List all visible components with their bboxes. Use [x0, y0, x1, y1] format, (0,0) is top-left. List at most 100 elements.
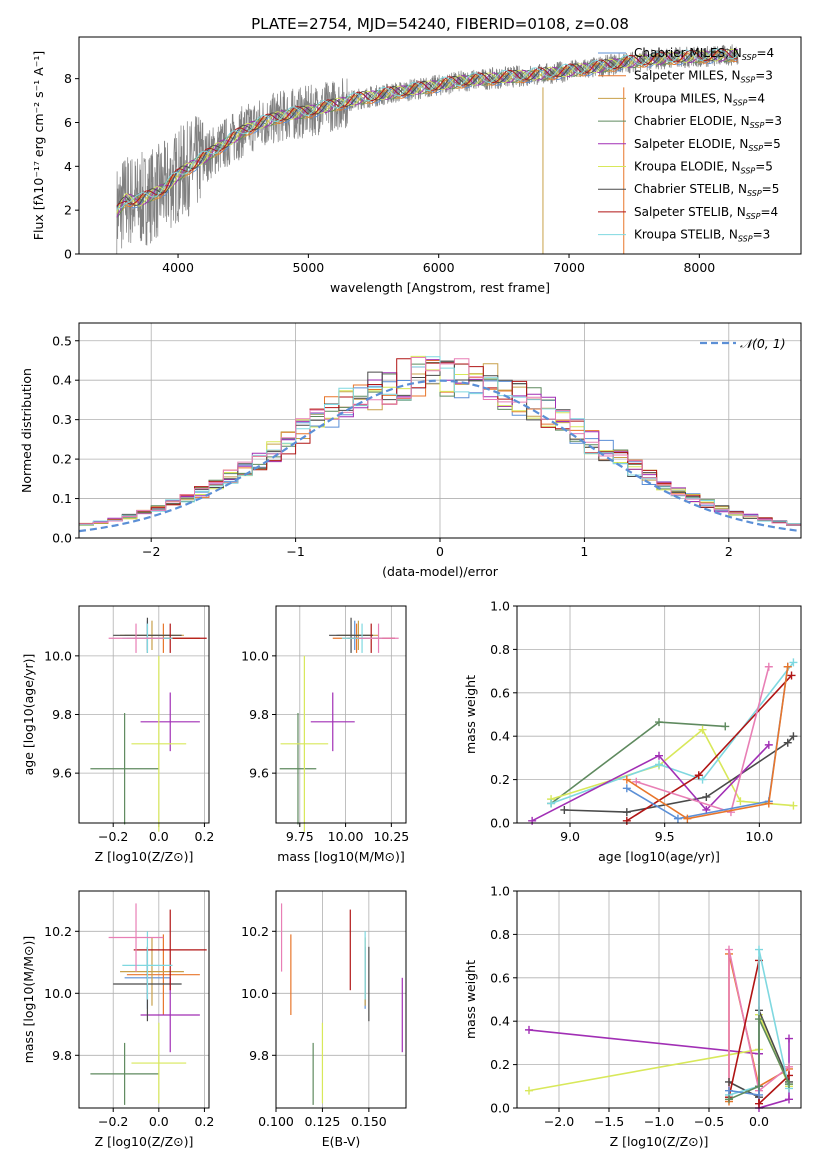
spectrum-model-trace	[116, 48, 738, 218]
tick-label-y: 0.5	[52, 333, 72, 348]
tick-label-y: 10.0	[241, 648, 269, 663]
mass-weight-marker	[785, 1095, 793, 1104]
figure-title: PLATE=2754, MJD=54240, FIBERID=0108, z=0…	[251, 15, 629, 33]
mass-weight-marker	[726, 808, 735, 817]
spectrum-model-trace	[116, 48, 738, 207]
mass-weight-marker	[789, 732, 798, 741]
tick-label-x: −0.2	[98, 829, 128, 844]
mass-weight-marker	[755, 1082, 763, 1091]
mass-vs-EBV-panel: 0.100 0.125 0.150 9.8 10.0 10.2 E(B-V)	[241, 890, 407, 1149]
mass-weight-marker	[622, 775, 631, 784]
mass-weight-marker	[560, 805, 569, 814]
mass-weight-marker	[725, 1086, 733, 1095]
tick-label-y: 9.8	[52, 707, 72, 722]
mass-weight-line	[531, 744, 770, 822]
x-axis-label: Z [log10(Z/Z⊙)]	[95, 1134, 194, 1149]
tick-label-y: 0.2	[52, 452, 72, 467]
mass-weight-line	[626, 666, 789, 820]
mass-weight-marker	[789, 658, 798, 667]
mass-weight-marker	[632, 777, 641, 786]
tick-label-x: 10.25	[373, 829, 409, 844]
tick-label-y: 0.2	[490, 772, 510, 787]
mass-weight-marker	[755, 1090, 763, 1099]
tick-label-x: −2.0	[544, 1114, 574, 1129]
tick-label-y: 9.8	[249, 707, 269, 722]
legend-entry: Kroupa MILES, NSSP=4	[634, 91, 765, 107]
legend-entry: Chabrier ELODIE, NSSP=3	[634, 114, 782, 130]
tick-label-y: 9.6	[249, 766, 269, 781]
mass-weight-marker	[785, 1062, 793, 1071]
legend-entry: Chabrier MILES, NSSP=4	[634, 46, 774, 62]
legend-entry: Salpeter ELODIE, NSSP=5	[634, 137, 781, 153]
tick-label-y: 9.6	[52, 766, 72, 781]
mass-weight-marker	[655, 718, 663, 727]
tick-label-y: 10.2	[241, 924, 269, 939]
mass-weight-marker	[673, 814, 682, 823]
tick-label-x: −0.5	[694, 1114, 724, 1129]
mass-weight-line	[550, 661, 795, 805]
tick-label-x: −1.5	[594, 1114, 624, 1129]
x-axis-label: age [log10(age/yr)]	[598, 849, 720, 864]
mass-weight-line	[728, 1018, 790, 1101]
mass-weight-vs-age-frame	[516, 605, 802, 824]
tick-label-x: 7000	[553, 260, 585, 275]
mass-weight-marker	[725, 945, 733, 954]
tick-label-x: −1	[286, 544, 304, 559]
tick-label-y: 10.0	[44, 986, 72, 1001]
spectrum-model-trace	[116, 51, 738, 210]
mass-weight-marker	[783, 662, 792, 671]
mass-weight-marker	[525, 1025, 533, 1034]
spectrum-panel: 4000 5000 6000 7000 8000 0 2 4 6 8 wavelength [Ang…	[31, 36, 802, 295]
mass-weight-vs-Z-frame	[516, 890, 802, 1109]
residuals-frame	[78, 322, 802, 539]
mass-weight-marker	[622, 808, 631, 817]
tick-label-y: 0	[64, 247, 72, 262]
tick-label-x: 0.125	[305, 1114, 341, 1129]
tick-label-y: 10.0	[241, 986, 269, 1001]
age-vs-mass-frame	[275, 605, 407, 824]
mass-weight-vs-Z-panel: −2.0 −1.5 −1.0 −0.5 0.0 0.0 0.2 0.4 0.6 0.8 1.0 Z […	[463, 884, 802, 1149]
mass-vs-Z-panel: −0.2 0.0 0.2 9.8 10.0 10.2 Z [log10(Z/Z⊙)] mass…	[21, 890, 214, 1149]
tick-label-y: 10.2	[44, 924, 72, 939]
tick-label-x: 9.5	[655, 829, 675, 844]
legend-entry: Salpeter MILES, NSSP=3	[634, 69, 773, 85]
tick-label-y: 0.2	[490, 1057, 510, 1072]
mass-vs-EBV-frame	[275, 890, 407, 1109]
tick-label-y: 0.8	[490, 642, 510, 657]
spectrum-model-trace	[116, 48, 739, 213]
tick-label-x: 8000	[683, 260, 715, 275]
tick-label-x: 9.75	[286, 829, 314, 844]
tick-label-x: 0	[436, 544, 444, 559]
tick-label-y: 0.6	[490, 685, 510, 700]
mass-weight-marker	[755, 1099, 763, 1108]
tick-label-x: 0.2	[194, 829, 214, 844]
tick-label-x: 10.0	[745, 829, 773, 844]
mass-weight-marker	[721, 722, 730, 731]
tick-label-x: 0.0	[149, 829, 169, 844]
tick-label-y: 1.0	[490, 884, 510, 899]
residuals-panel: −2 −1 0 1 2 0.0 0.1 0.2 0.3 0.4 0.5 (data-model)/er…	[19, 322, 802, 579]
tick-label-y: 0.1	[52, 491, 72, 506]
spectrum-model-trace	[116, 48, 738, 208]
mass-weight-marker	[764, 662, 773, 671]
tick-label-y: 0.3	[52, 412, 72, 427]
legend-entry: Salpeter STELIB, NSSP=4	[634, 205, 778, 221]
tick-label-y: 8	[64, 71, 72, 86]
tick-label-x: 1	[580, 544, 588, 559]
mass-weight-marker	[655, 751, 663, 760]
tick-label-y: 10.0	[44, 648, 72, 663]
x-axis-label: mass [log10(M/M⊙)]	[277, 849, 405, 864]
tick-label-x: 0.2	[194, 1114, 214, 1129]
tick-label-y: 0.4	[52, 373, 72, 388]
x-axis-label: wavelength [Angstrom, rest frame]	[330, 280, 550, 295]
y-axis-label: mass weight	[463, 960, 478, 1039]
mass-weight-marker	[528, 816, 537, 825]
tick-label-x: −0.2	[98, 1114, 128, 1129]
legend-entry: Chabrier STELIB, NSSP=5	[634, 182, 779, 198]
tick-label-y: 0.0	[490, 816, 510, 831]
tick-label-x: 2	[725, 544, 733, 559]
mass-weight-marker	[547, 799, 556, 808]
tick-label-y: 6	[64, 115, 72, 130]
spectrum-model-trace	[116, 51, 738, 210]
mass-weight-marker	[702, 792, 711, 801]
